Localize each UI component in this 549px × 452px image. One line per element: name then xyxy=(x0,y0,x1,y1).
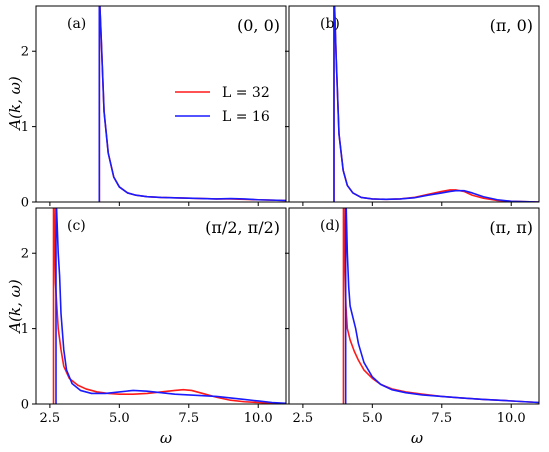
panel-a-ytick-label-2: 2 xyxy=(21,45,29,60)
panel-c-xtick-label-0: 2.5 xyxy=(40,411,61,426)
x-axis-title-right: ω xyxy=(411,429,423,447)
y-axis-title-top: A(k, ω) xyxy=(6,76,24,132)
legend-label-l32: L = 32 xyxy=(222,85,270,101)
panel-c-ytick-label-1: 1 xyxy=(21,322,29,337)
legend-label-l16: L = 16 xyxy=(222,109,270,125)
panel-c-series-l32 xyxy=(52,208,286,404)
panel-d-xtick-label-0: 2.5 xyxy=(293,411,314,426)
panel-a-ytick-label-0: 0 xyxy=(21,196,29,211)
panel-b-series-l32 xyxy=(333,6,539,202)
panel-b: (b) (π, 0) xyxy=(285,5,540,206)
panel-c-tag: (c) xyxy=(67,218,86,234)
panel-c-ytick-label-0: 0 xyxy=(21,398,29,413)
panel-c: 2.5 5.0 7.5 10.0 0 1 2 (c) (π/2, π/2) xyxy=(21,207,287,426)
panel-a: 0 1 2 (a) (0, 0) xyxy=(21,5,287,211)
panel-d-tag: (d) xyxy=(320,218,340,234)
x-axis-title-left: ω xyxy=(160,429,172,447)
panel-d-series-l16 xyxy=(344,208,539,404)
panel-b-series-l16 xyxy=(333,6,539,202)
panel-a-series-l32 xyxy=(98,6,286,202)
y-axis-title-bottom: A(k, ω) xyxy=(6,279,24,335)
panel-b-momentum: (π, 0) xyxy=(490,16,533,35)
panel-c-series-l16 xyxy=(55,208,286,404)
panel-a-tag: (a) xyxy=(67,16,86,32)
panel-c-xtick-label-3: 10.0 xyxy=(244,411,273,426)
panel-c-xtick-label-1: 5.0 xyxy=(109,411,130,426)
panel-c-xtick-label-2: 7.5 xyxy=(178,411,199,426)
panel-d-xtick-label-1: 5.0 xyxy=(362,411,383,426)
panel-a-series-l16 xyxy=(98,6,286,202)
panel-a-ytick-label-1: 1 xyxy=(21,120,29,135)
panel-a-momentum: (0, 0) xyxy=(237,16,280,35)
panel-d-series-l32 xyxy=(342,208,539,404)
legend: L = 32 L = 16 xyxy=(175,85,270,125)
panel-c-frame xyxy=(35,207,287,405)
panel-a-frame xyxy=(35,5,287,203)
panel-b-tag: (b) xyxy=(320,16,340,32)
panel-d-frame xyxy=(288,207,540,405)
panel-c-ytick-label-2: 2 xyxy=(21,247,29,262)
panel-d-momentum: (π, π) xyxy=(489,218,533,237)
panel-b-frame xyxy=(288,5,540,203)
panel-d-xtick-label-3: 10.0 xyxy=(497,411,526,426)
panel-d: 2.5 5.0 7.5 10.0 (d) (π, π) xyxy=(285,207,540,426)
panel-c-momentum: (π/2, π/2) xyxy=(205,218,280,237)
panel-d-xtick-label-2: 7.5 xyxy=(431,411,452,426)
